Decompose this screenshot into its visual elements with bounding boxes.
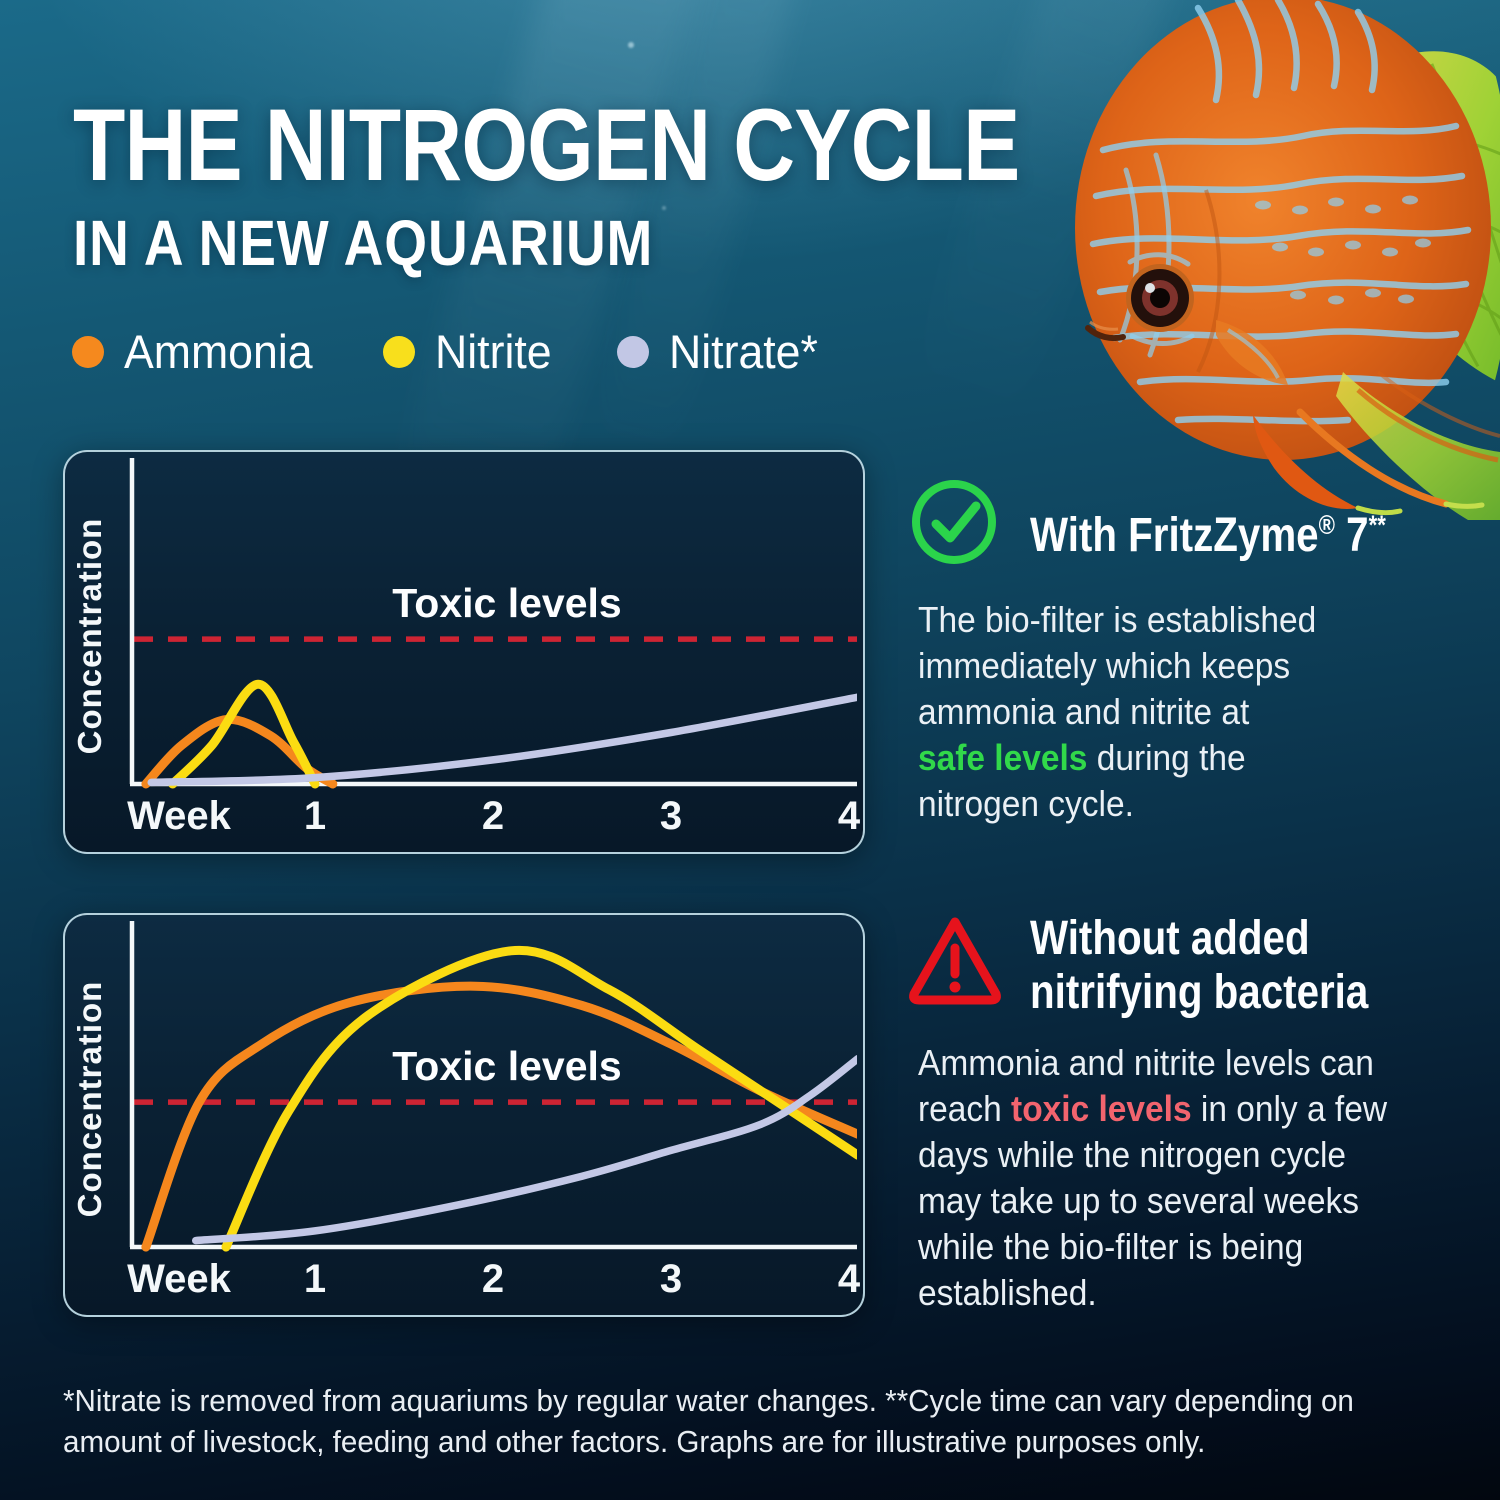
bubble xyxy=(628,42,634,48)
y-axis-label: Concentration xyxy=(71,980,108,1218)
risk-section-heading: Without added nitrifying bacteria xyxy=(1030,912,1369,1019)
toxic-levels-label: Toxic levels xyxy=(392,580,622,626)
x-axis: Week 1 2 3 4 xyxy=(65,794,863,844)
legend-label: Ammonia xyxy=(124,325,313,378)
x-axis-tick: 4 xyxy=(837,794,861,838)
discus-fish-photo xyxy=(1075,0,1500,520)
y-axis-label: Concentration xyxy=(71,517,108,755)
legend-label: Nitrate* xyxy=(669,325,819,378)
x-axis-week-label: Week xyxy=(127,794,231,838)
x-axis-tick: 3 xyxy=(659,794,683,838)
x-axis-tick: 4 xyxy=(837,1257,861,1301)
legend-label: Nitrite xyxy=(434,325,552,378)
x-axis-tick: 2 xyxy=(481,1257,505,1301)
chart-curves-risk xyxy=(129,921,857,1252)
chart-curves-safe xyxy=(129,458,857,789)
bubble xyxy=(700,124,705,129)
chart-panel-without-bacteria: Concentration Toxic levels Week 1 2 3 4 xyxy=(63,913,865,1317)
chart-panel-with-fritzzyme: Concentration Toxic levels Week 1 2 3 4 xyxy=(63,450,865,854)
legend: Ammonia Nitrite Nitrate* xyxy=(72,324,826,379)
x-axis: Week 1 2 3 4 xyxy=(65,1257,863,1307)
fish-eye xyxy=(1126,264,1194,332)
safe-section-body: The bio-filter is established immediatel… xyxy=(918,599,1317,824)
x-axis-week-label: Week xyxy=(127,1257,231,1301)
bubble xyxy=(662,206,666,210)
toxic-levels-label: Toxic levels xyxy=(392,1043,622,1089)
warning-triangle-icon xyxy=(909,917,1001,1005)
page-subtitle: IN A NEW AQUARIUM xyxy=(73,207,654,279)
risk-section-body: Ammonia and nitrite levels can reach tox… xyxy=(918,1042,1388,1313)
ammonia-dot-icon xyxy=(72,335,104,368)
legend-item-nitrate: Nitrate* xyxy=(617,324,826,379)
footnote: *Nitrate is removed from aquariums by re… xyxy=(63,1384,1354,1459)
check-circle-icon xyxy=(912,480,996,564)
x-axis-tick: 2 xyxy=(481,794,505,838)
legend-item-ammonia: Ammonia xyxy=(72,324,323,379)
x-axis-tick: 3 xyxy=(659,1257,683,1301)
legend-item-nitrite: Nitrite xyxy=(382,324,558,379)
nitrate-dot-icon xyxy=(617,335,650,368)
x-axis-tick: 1 xyxy=(303,1257,327,1301)
x-axis-tick: 1 xyxy=(303,794,327,838)
nitrite-dot-icon xyxy=(382,335,415,368)
page-title: THE NITROGEN CYCLE xyxy=(73,88,1020,202)
safe-section-heading: With FritzZyme® 7** xyxy=(1030,509,1386,562)
